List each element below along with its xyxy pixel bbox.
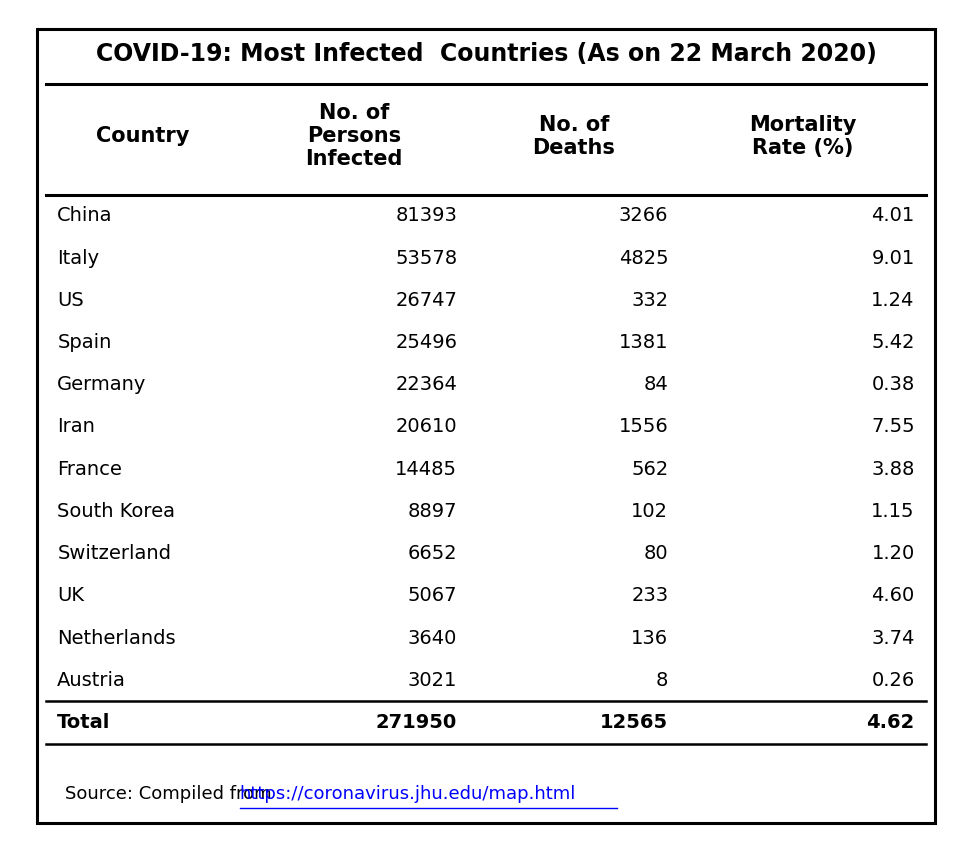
Text: Mortality
Rate (%): Mortality Rate (%) <box>749 115 856 158</box>
Text: Country: Country <box>96 127 190 146</box>
Text: Germany: Germany <box>57 376 147 394</box>
Text: 562: 562 <box>631 460 669 479</box>
Text: 14485: 14485 <box>396 460 457 479</box>
Text: 332: 332 <box>631 291 669 310</box>
Text: Spain: Spain <box>57 333 112 352</box>
Text: France: France <box>57 460 122 479</box>
Text: 4.60: 4.60 <box>872 587 915 605</box>
Text: Italy: Italy <box>57 248 99 268</box>
Text: 9.01: 9.01 <box>872 248 915 268</box>
Text: 26747: 26747 <box>396 291 457 310</box>
Text: 53578: 53578 <box>395 248 457 268</box>
Text: 233: 233 <box>631 587 669 605</box>
Text: 102: 102 <box>632 502 669 521</box>
Text: 7.55: 7.55 <box>871 418 915 436</box>
Text: 3.74: 3.74 <box>871 629 915 647</box>
Text: 1.20: 1.20 <box>872 544 915 563</box>
Text: 136: 136 <box>631 629 669 647</box>
Text: Austria: Austria <box>57 671 126 690</box>
Text: 25496: 25496 <box>396 333 457 352</box>
Text: 5.42: 5.42 <box>871 333 915 352</box>
Text: US: US <box>57 291 84 310</box>
Text: No. of
Persons
Infected: No. of Persons Infected <box>305 103 402 170</box>
Text: 1556: 1556 <box>618 418 669 436</box>
Text: https://coronavirus.jhu.edu/map.html: https://coronavirus.jhu.edu/map.html <box>240 785 576 803</box>
Text: 4.01: 4.01 <box>872 206 915 225</box>
Text: China: China <box>57 206 113 225</box>
Text: 81393: 81393 <box>396 206 457 225</box>
Text: COVID-19: Most Infected  Countries (As on 22 March 2020): COVID-19: Most Infected Countries (As on… <box>95 41 877 66</box>
Text: 22364: 22364 <box>396 376 457 394</box>
Text: 8: 8 <box>656 671 669 690</box>
Text: Netherlands: Netherlands <box>57 629 176 647</box>
Text: Switzerland: Switzerland <box>57 544 171 563</box>
Text: UK: UK <box>57 587 85 605</box>
Text: 0.38: 0.38 <box>872 376 915 394</box>
Text: 3266: 3266 <box>619 206 669 225</box>
Text: Source: Compiled from: Source: Compiled from <box>65 785 277 803</box>
Text: 5067: 5067 <box>407 587 457 605</box>
Text: 1.15: 1.15 <box>871 502 915 521</box>
Text: 8897: 8897 <box>407 502 457 521</box>
Text: 84: 84 <box>643 376 669 394</box>
Text: 12565: 12565 <box>601 713 669 732</box>
Text: 20610: 20610 <box>396 418 457 436</box>
Text: 80: 80 <box>643 544 669 563</box>
Text: 3.88: 3.88 <box>871 460 915 479</box>
Text: 1.24: 1.24 <box>871 291 915 310</box>
Text: 4.62: 4.62 <box>866 713 915 732</box>
Text: South Korea: South Korea <box>57 502 175 521</box>
Text: Total: Total <box>57 713 111 732</box>
Text: Iran: Iran <box>57 418 95 436</box>
Text: 3021: 3021 <box>408 671 457 690</box>
Text: No. of
Deaths: No. of Deaths <box>533 115 615 158</box>
Text: 0.26: 0.26 <box>872 671 915 690</box>
Text: 3640: 3640 <box>408 629 457 647</box>
Text: 6652: 6652 <box>407 544 457 563</box>
Text: 1381: 1381 <box>619 333 669 352</box>
Text: 4825: 4825 <box>619 248 669 268</box>
Text: 271950: 271950 <box>376 713 457 732</box>
